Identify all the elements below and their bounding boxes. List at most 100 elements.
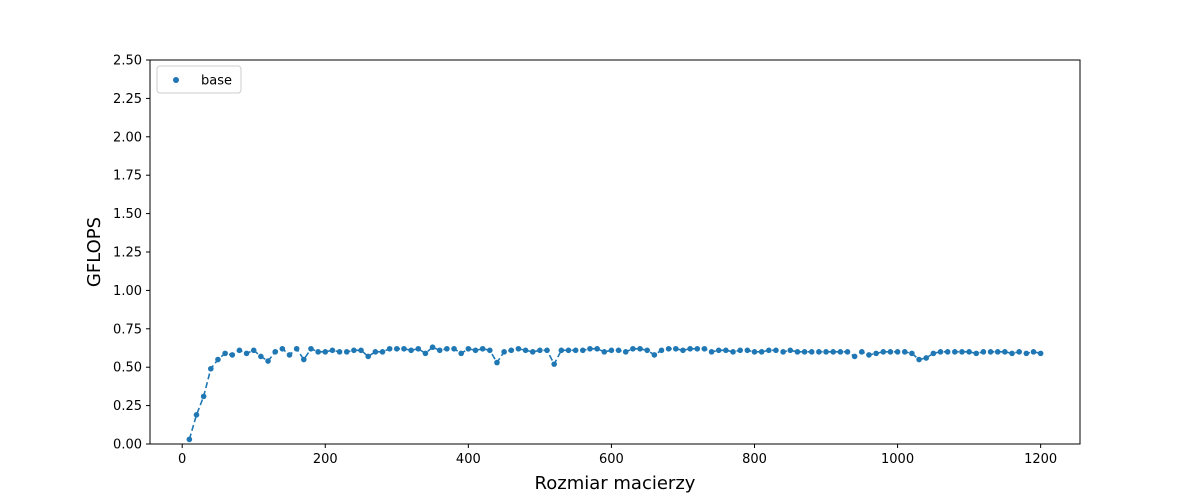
data-point — [200, 393, 207, 400]
plot-area — [149, 59, 1081, 445]
x-tick-label: 1000 — [881, 452, 914, 467]
y-tick-label: 0.75 — [113, 322, 142, 337]
data-point — [208, 365, 214, 372]
data-point — [494, 359, 500, 366]
data-point — [522, 347, 529, 354]
data-point — [866, 352, 872, 358]
data-point — [916, 356, 922, 363]
data-point — [193, 412, 200, 418]
data-point — [1016, 349, 1022, 355]
data-point — [651, 352, 658, 358]
data-point — [758, 349, 765, 355]
y-tick-label: 1.50 — [113, 207, 142, 222]
data-point — [694, 345, 701, 352]
data-point — [859, 349, 865, 355]
data-point — [451, 345, 457, 352]
data-point — [279, 345, 286, 352]
data-point — [909, 350, 915, 357]
data-point — [994, 349, 1001, 355]
data-point — [737, 347, 743, 354]
x-axis-title: Rozmiar macierzy — [535, 473, 696, 494]
data-point — [987, 349, 994, 355]
data-point — [944, 349, 951, 355]
y-tick-label: 1.00 — [113, 284, 142, 299]
data-point — [751, 349, 758, 355]
data-point — [630, 345, 636, 352]
y-tick-label: 1.25 — [113, 246, 142, 261]
data-point — [687, 345, 693, 352]
data-point — [823, 349, 829, 355]
data-point — [415, 345, 422, 352]
data-point — [537, 347, 543, 354]
data-point — [1030, 349, 1037, 355]
y-tick-label: 0.25 — [113, 399, 142, 414]
data-point — [351, 347, 357, 354]
legend: base — [156, 65, 242, 94]
data-point — [780, 349, 786, 355]
data-point — [286, 352, 293, 358]
data-point — [1002, 349, 1008, 355]
data-point — [336, 349, 343, 355]
y-tick-label: 2.50 — [113, 54, 142, 69]
data-point — [343, 349, 350, 355]
data-point — [594, 345, 600, 352]
data-point — [830, 349, 836, 355]
data-point — [472, 347, 479, 354]
data-point — [322, 349, 329, 355]
data-point — [959, 349, 965, 355]
data-point — [966, 349, 972, 355]
data-point — [801, 349, 808, 355]
data-point — [787, 347, 794, 354]
data-point — [580, 347, 586, 354]
y-axis: 0.00 0.25 0.50 0.75 1.00 1.25 1.50 1.75 2.00 2.25… — [113, 54, 150, 453]
data-point — [923, 355, 929, 361]
legend-label: base — [201, 74, 232, 89]
data-point — [250, 347, 257, 354]
data-point — [515, 345, 522, 352]
data-point — [551, 361, 557, 367]
data-point — [508, 347, 515, 354]
legend-box — [156, 65, 242, 94]
data-point — [222, 350, 228, 357]
y-tick-label: 2.00 — [113, 130, 142, 145]
data-point — [644, 347, 650, 354]
data-point — [837, 349, 844, 355]
y-axis-title: GFLOPS — [84, 217, 105, 287]
data-point — [930, 350, 937, 357]
data-point — [894, 349, 901, 355]
data-point — [873, 350, 879, 357]
data-point — [565, 347, 572, 354]
data-point — [301, 356, 307, 363]
data-point — [558, 347, 565, 354]
data-point — [386, 345, 393, 352]
data-point — [229, 352, 236, 358]
data-point — [258, 353, 264, 360]
legend-marker — [173, 77, 179, 83]
x-axis: 0 200 400 600 800 1000 1200 — [178, 444, 1057, 467]
data-point — [436, 347, 443, 354]
y-tick-label: 1.75 — [113, 169, 142, 184]
data-point — [1009, 350, 1015, 357]
data-point — [880, 349, 887, 355]
data-point — [680, 347, 686, 354]
data-point — [408, 347, 414, 354]
data-point — [844, 349, 851, 355]
data-point — [429, 344, 436, 351]
data-point — [601, 349, 608, 355]
data-point — [744, 347, 751, 354]
data-point — [479, 345, 486, 352]
data-point — [937, 349, 944, 355]
x-tick-label: 200 — [313, 452, 338, 467]
data-point — [572, 347, 579, 354]
data-point — [315, 349, 321, 355]
data-point — [394, 345, 400, 352]
data-point — [701, 345, 708, 352]
data-point — [465, 345, 472, 352]
data-point — [887, 349, 894, 355]
data-point — [236, 347, 243, 354]
data-point — [673, 345, 679, 352]
data-point — [529, 349, 536, 355]
data-point — [265, 358, 271, 364]
data-point — [794, 349, 801, 355]
data-point — [808, 349, 815, 355]
